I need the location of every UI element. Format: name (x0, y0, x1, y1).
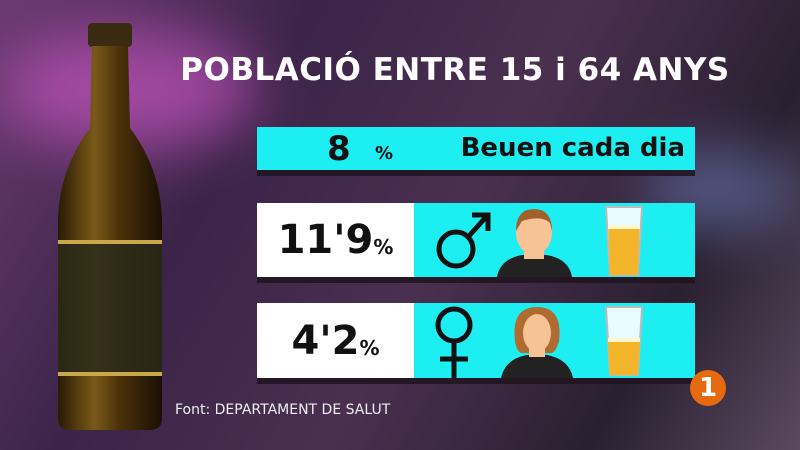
male-symbol-icon (436, 212, 491, 269)
daily-drinkers-row: 8 % Beuen cada dia (257, 127, 695, 170)
beer-glass-icon (604, 306, 644, 376)
beer-bottle-image (58, 23, 162, 430)
female-row: 4'2% (257, 303, 695, 378)
woman-avatar-icon (501, 307, 573, 378)
male-value: 11'9 (277, 217, 374, 263)
daily-label: Beuen cada dia (460, 133, 685, 163)
page-title: POBLACIÓ ENTRE 15 i 64 ANYS (180, 52, 730, 88)
channel-logo: 1 (690, 370, 726, 406)
female-symbol-icon (435, 306, 473, 378)
man-avatar-icon (497, 209, 572, 277)
male-unit: % (373, 235, 394, 259)
female-unit: % (359, 335, 380, 360)
source-note: Font: DEPARTAMENT DE SALUT (175, 402, 391, 418)
male-row: 11'9% (257, 203, 695, 277)
beer-glass-icon (604, 206, 644, 276)
female-value: 4'2 (291, 317, 360, 364)
daily-value: 8 (327, 129, 351, 169)
daily-unit: % (375, 143, 394, 164)
